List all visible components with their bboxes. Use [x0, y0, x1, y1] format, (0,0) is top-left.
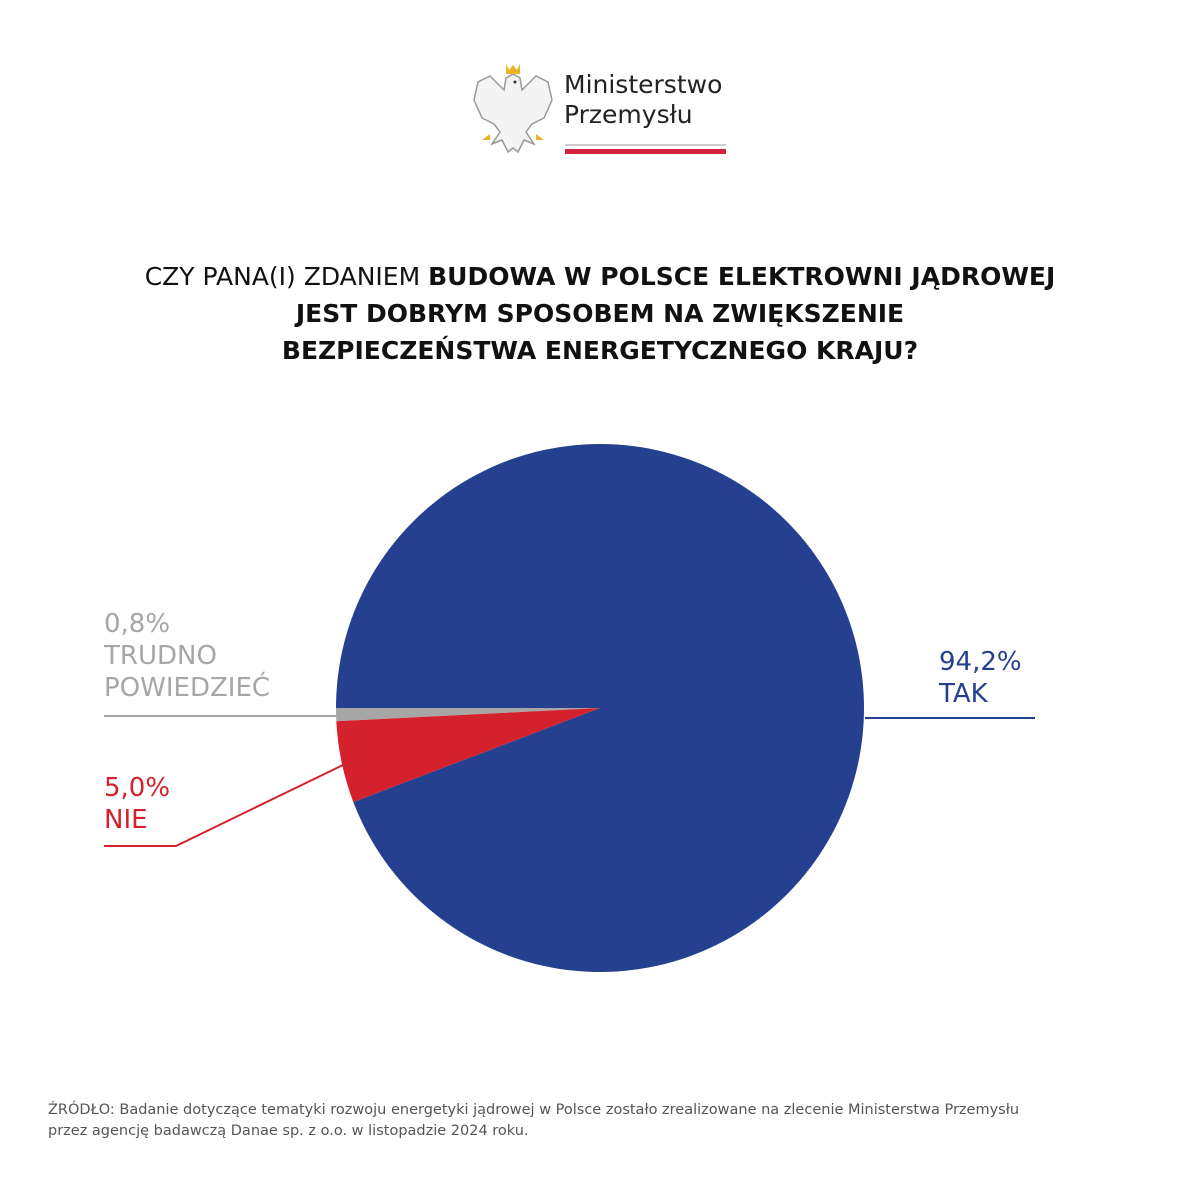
source-line1: ŹRÓDŁO: Badanie dotyczące tematyki rozwo… — [48, 1102, 1020, 1118]
pie-slice-nie — [336, 708, 600, 803]
source-line2: przez agencję badawczą Danae sp. z o.o. … — [48, 1123, 529, 1139]
label-tak: 94,2% TAK — [939, 646, 1022, 710]
value-label-tak: 94,2% — [939, 647, 1022, 677]
category-label-trudno-2: POWIEDZIEĆ — [104, 673, 271, 703]
label-nie: 5,0% NIE — [104, 772, 170, 836]
eagle-emblem-icon — [473, 64, 553, 154]
logo-divider-red — [565, 149, 726, 154]
logo-line1: Ministerstwo — [564, 70, 723, 99]
ministry-name: Ministerstwo Przemysłu — [564, 70, 722, 130]
logo-divider-gray — [565, 144, 726, 146]
logo-line2: Przemysłu — [564, 100, 693, 129]
label-trudno: 0,8% TRUDNO POWIEDZIEĆ — [104, 608, 270, 704]
value-label-trudno: 0,8% — [104, 609, 171, 639]
leader-line-nie — [104, 764, 344, 847]
source-note: ŹRÓDŁO: Badanie dotyczące tematyki rozwo… — [48, 1100, 1019, 1142]
category-label-tak: TAK — [939, 679, 988, 709]
pie-slice-trudno — [336, 708, 600, 722]
title-part1: CZY PANA(I) ZDANIEM — [144, 262, 429, 291]
title-part2: BUDOWA W POLSCE ELEKTROWNI JĄDROWEJ — [428, 262, 1056, 291]
value-label-nie: 5,0% — [104, 773, 171, 803]
title-line3: BEZPIECZEŃSTWA ENERGETYCZNEGO KRAJU? — [281, 336, 919, 365]
pie-slice-tak — [336, 444, 865, 972]
chart-title: CZY PANA(I) ZDANIEM BUDOWA W POLSCE ELEK… — [0, 258, 1200, 369]
category-label-nie: NIE — [104, 805, 148, 835]
title-line2: JEST DOBRYM SPOSOBEM NA ZWIĘKSZENIE — [295, 299, 905, 328]
category-label-trudno-1: TRUDNO — [104, 641, 217, 671]
ministry-logo: Ministerstwo Przemysłu — [468, 60, 738, 160]
